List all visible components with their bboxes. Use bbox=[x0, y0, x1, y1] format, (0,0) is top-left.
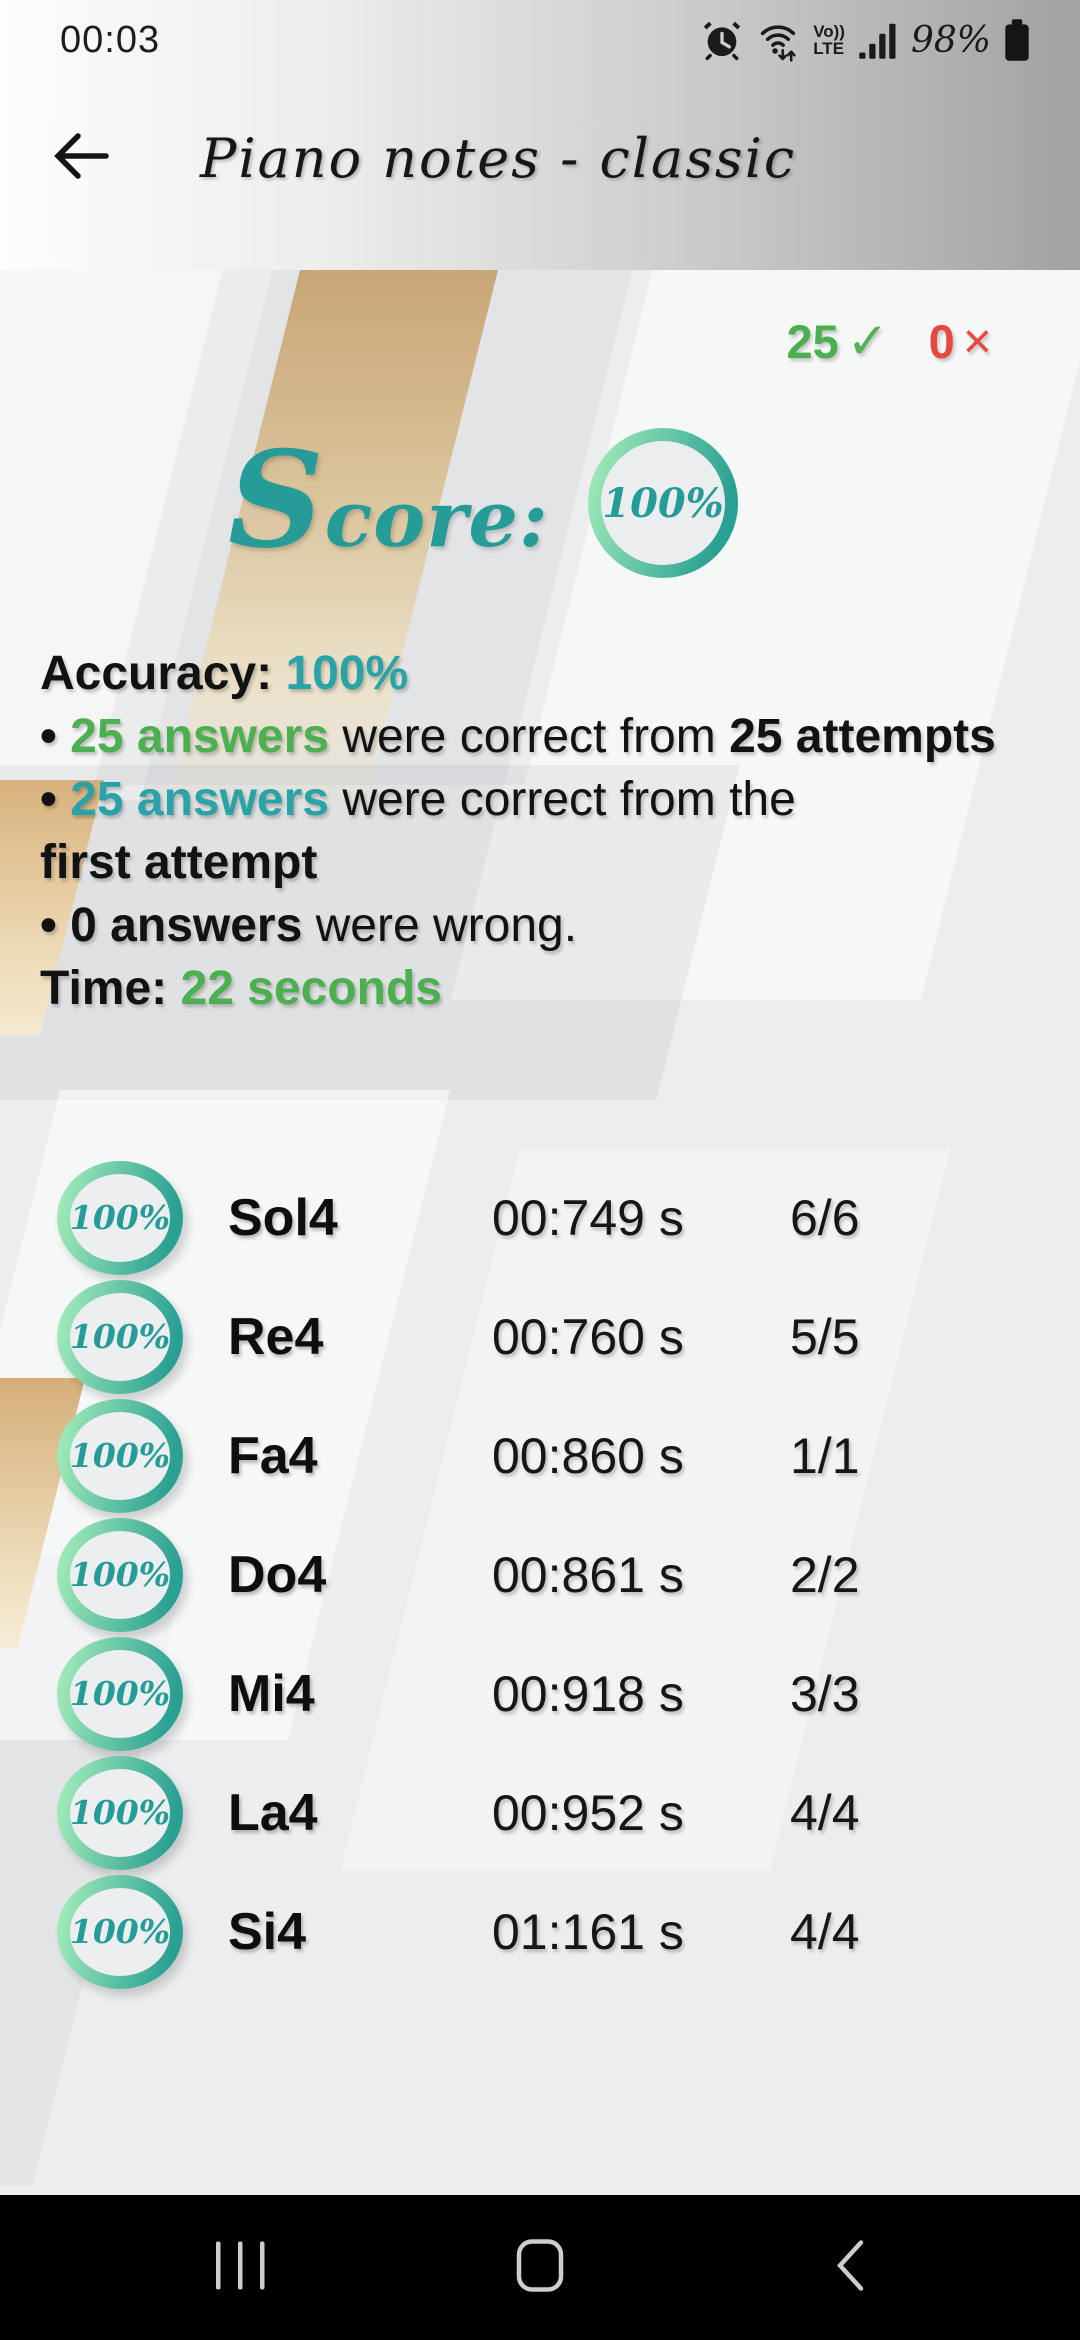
bullet-strong: 25 attempts bbox=[729, 710, 996, 763]
home-button[interactable] bbox=[514, 2238, 566, 2297]
note-name: Si4 bbox=[228, 1902, 307, 1961]
note-time: 00:952 s bbox=[492, 1784, 684, 1841]
alarm-icon bbox=[701, 19, 743, 61]
note-name: La4 bbox=[228, 1783, 318, 1842]
note-time: 00:918 s bbox=[492, 1665, 684, 1722]
app-header: Piano notes - classic bbox=[0, 102, 1080, 214]
battery-icon bbox=[1004, 19, 1030, 61]
bullet-text: were correct from the bbox=[328, 773, 796, 826]
note-time: 01:161 s bbox=[492, 1903, 684, 1960]
accuracy-label: Accuracy: bbox=[40, 647, 273, 700]
time-value: 22 seconds bbox=[180, 962, 442, 1015]
note-time: 00:861 s bbox=[492, 1546, 684, 1603]
bullet-wrong: • 0 answers were wrong. bbox=[40, 894, 1025, 957]
cross-icon: × bbox=[962, 313, 992, 369]
time-label: Time: bbox=[40, 962, 168, 1015]
status-icons: Vo)) LTE 98% bbox=[701, 18, 1030, 62]
note-name: Fa4 bbox=[228, 1426, 318, 1485]
signal-icon bbox=[858, 20, 898, 60]
recents-button[interactable] bbox=[214, 2239, 268, 2296]
note-result-row: 100% La4 00:952 s 4/4 bbox=[0, 1753, 1080, 1872]
score-percent: 100% bbox=[602, 479, 724, 527]
bullet-first-attempt: • 25 answers were correct from the first… bbox=[40, 768, 1025, 894]
note-score-badge: 100% bbox=[57, 1279, 183, 1394]
bullet-marker: • bbox=[40, 710, 71, 763]
bullet-correct-total: • 25 answers were correct from 25 attemp… bbox=[40, 705, 1025, 768]
note-ratio: 1/1 bbox=[790, 1427, 860, 1484]
score-circle-inner: 100% bbox=[601, 441, 725, 565]
note-time: 00:749 s bbox=[492, 1189, 684, 1246]
note-result-row: 100% Mi4 00:918 s 3/3 bbox=[0, 1634, 1080, 1753]
note-result-row: 100% Do4 00:861 s 2/2 bbox=[0, 1515, 1080, 1634]
note-name: Do4 bbox=[228, 1545, 327, 1604]
results-content: 25 ✓ 0 × Score: 100% Accuracy: 100% • 25… bbox=[0, 270, 1080, 2195]
battery-percent-label: 98% bbox=[910, 19, 991, 61]
note-name: Mi4 bbox=[228, 1664, 315, 1723]
bullet-emphasis: 25 answers bbox=[70, 773, 329, 826]
correct-count: 25 bbox=[786, 314, 839, 368]
time-line: Time: 22 seconds bbox=[40, 957, 1025, 1020]
note-score-badge: 100% bbox=[57, 1160, 183, 1275]
note-time: 00:760 s bbox=[492, 1308, 684, 1365]
wrong-count: 0 bbox=[928, 314, 955, 368]
accuracy-summary: Accuracy: 100% • 25 answers were correct… bbox=[40, 642, 1025, 1020]
android-nav-bar bbox=[0, 2195, 1080, 2340]
results-table: 100% Sol4 00:749 s 6/6 100% Re4 00:760 s… bbox=[0, 1158, 1080, 1991]
wifi-icon bbox=[756, 18, 800, 62]
note-result-row: 100% Si4 01:161 s 4/4 bbox=[0, 1872, 1080, 1991]
arrow-left-icon bbox=[50, 129, 112, 188]
bullet-marker: • bbox=[40, 899, 71, 952]
home-icon bbox=[514, 2238, 566, 2296]
chevron-left-icon bbox=[830, 2239, 870, 2296]
bullet-text: were correct from bbox=[328, 710, 730, 763]
score-circle-badge: 100% bbox=[588, 428, 738, 578]
nav-back-button[interactable] bbox=[830, 2238, 870, 2297]
note-ratio: 6/6 bbox=[790, 1189, 860, 1246]
badge-value: 100% bbox=[70, 1768, 170, 1857]
bullet-emphasis: 25 answers bbox=[70, 710, 329, 763]
badge-value: 100% bbox=[70, 1887, 170, 1976]
bullet-emphasis: 0 answers bbox=[70, 899, 303, 952]
note-score-badge: 100% bbox=[57, 1636, 183, 1751]
score-label: Score: bbox=[228, 422, 549, 578]
answer-tally: 25 ✓ 0 × bbox=[786, 312, 992, 370]
badge-value: 100% bbox=[70, 1649, 170, 1738]
badge-value: 100% bbox=[70, 1530, 170, 1619]
status-bar: 00:03 bbox=[0, 0, 1080, 64]
note-ratio: 2/2 bbox=[790, 1546, 860, 1603]
volte-icon: Vo)) LTE bbox=[813, 23, 845, 57]
note-score-badge: 100% bbox=[57, 1517, 183, 1632]
accuracy-line: Accuracy: 100% bbox=[40, 642, 1025, 705]
volte-bottom-label: LTE bbox=[813, 39, 845, 58]
note-ratio: 5/5 bbox=[790, 1308, 860, 1365]
note-ratio: 4/4 bbox=[790, 1903, 860, 1960]
note-score-badge: 100% bbox=[57, 1755, 183, 1870]
note-score-badge: 100% bbox=[57, 1874, 183, 1989]
note-ratio: 3/3 bbox=[790, 1665, 860, 1722]
page-title: Piano notes - classic bbox=[200, 126, 797, 190]
clock-time: 00:03 bbox=[60, 18, 161, 61]
correct-tally: 25 ✓ bbox=[786, 312, 888, 370]
badge-value: 100% bbox=[70, 1173, 170, 1262]
wrong-tally: 0 × bbox=[929, 312, 992, 370]
check-icon: ✓ bbox=[846, 313, 889, 369]
note-ratio: 4/4 bbox=[790, 1784, 860, 1841]
badge-value: 100% bbox=[70, 1292, 170, 1381]
note-score-badge: 100% bbox=[57, 1398, 183, 1513]
note-result-row: 100% Fa4 00:860 s 1/1 bbox=[0, 1396, 1080, 1515]
accuracy-value: 100% bbox=[285, 647, 409, 700]
note-name: Re4 bbox=[228, 1307, 324, 1366]
volte-top-label: Vo)) bbox=[813, 22, 845, 41]
bullet-text: were wrong. bbox=[302, 899, 578, 952]
note-time: 00:860 s bbox=[492, 1427, 684, 1484]
note-name: Sol4 bbox=[228, 1188, 338, 1247]
bullet-marker: • bbox=[40, 773, 71, 826]
badge-value: 100% bbox=[70, 1411, 170, 1500]
back-button[interactable] bbox=[50, 130, 112, 186]
bullet-strong: first attempt bbox=[40, 836, 318, 889]
recents-icon bbox=[214, 2241, 268, 2295]
note-result-row: 100% Sol4 00:749 s 6/6 bbox=[0, 1158, 1080, 1277]
status-and-header: 00:03 bbox=[0, 0, 1080, 270]
note-result-row: 100% Re4 00:760 s 5/5 bbox=[0, 1277, 1080, 1396]
